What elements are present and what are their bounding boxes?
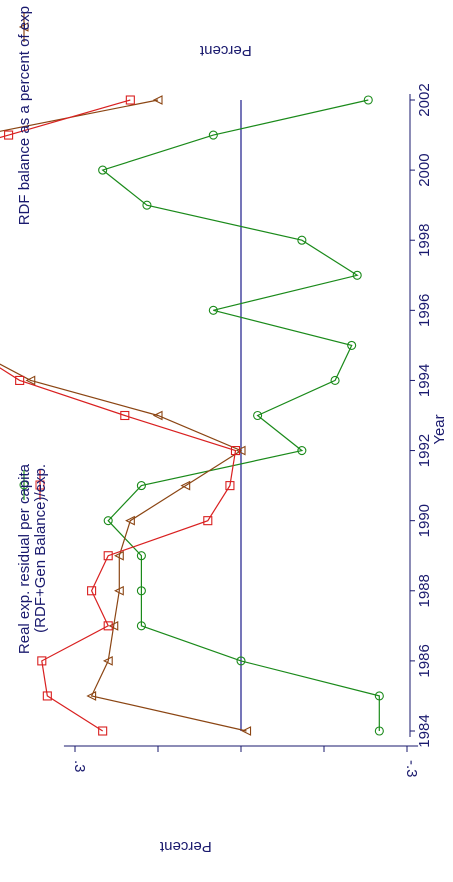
series-point (103, 516, 113, 526)
series-line-2 (0, 99, 237, 732)
axes: .3 -.3 1984 1986 1988 1990 1992 1994 1996 1998 200… (63, 83, 448, 778)
series-point (25, 375, 36, 386)
value-tick-label: .3 (71, 760, 88, 773)
series-point (120, 410, 130, 421)
legend-label: RDF balance as a percent of exp (16, 6, 33, 225)
year-tick-label: 1990 (416, 504, 433, 537)
series-point (363, 95, 373, 105)
plot-area (0, 95, 384, 736)
year-tick-label: 1992 (416, 434, 433, 467)
legend: Real exp. residual per capita (RDF+Gen Ba… (16, 6, 49, 654)
legend-entry: (RDF+Gen Balance)/exp. (32, 464, 49, 633)
year-tick-label: 1984 (416, 714, 433, 747)
series-point (208, 130, 218, 140)
series-point (15, 375, 25, 385)
series-point (208, 305, 218, 315)
x-axis-title: Year (431, 414, 448, 444)
y-axis-label-left: Percent (160, 838, 212, 855)
series-point (241, 726, 252, 736)
legend-label: Real exp. residual per capita (16, 463, 33, 654)
series-point (253, 410, 263, 421)
series-point (136, 621, 146, 631)
series-point (235, 445, 246, 456)
series-point (136, 586, 146, 596)
year-tick-label: 1994 (416, 364, 433, 397)
series-point (98, 726, 108, 736)
series-line-1 (0, 99, 247, 732)
series-point (374, 691, 384, 701)
year-tick-label: 2002 (416, 83, 433, 116)
series-point (297, 446, 307, 456)
series-point (125, 515, 135, 526)
series-point (114, 550, 124, 561)
legend-label: (RDF+Gen Balance)/exp. (32, 464, 49, 633)
legend-entry: Real exp. residual per capita (16, 463, 33, 654)
series-point (102, 655, 113, 666)
series-point (230, 446, 241, 456)
series-point (125, 95, 135, 105)
series-point (103, 621, 113, 631)
series-point (108, 620, 119, 631)
series-point (152, 95, 163, 105)
series-point (180, 480, 191, 491)
legend-marker (35, 480, 45, 490)
series-point (87, 586, 97, 596)
series-point (136, 551, 146, 561)
series-point (374, 726, 384, 736)
y-axis-label-right: Percent (200, 42, 252, 59)
series-point (142, 200, 152, 210)
year-tick-label: 2000 (416, 153, 433, 186)
series-point (203, 516, 213, 526)
year-tick-label: 1986 (416, 644, 433, 677)
legend-marker (19, 480, 29, 490)
year-tick-label: 1996 (416, 294, 433, 327)
series-point (136, 481, 146, 491)
year-tick-label: 1998 (416, 224, 433, 257)
series-point (225, 481, 235, 491)
series-point (4, 130, 14, 140)
series-point (98, 165, 108, 175)
series-point (86, 691, 97, 701)
series-point (152, 410, 163, 421)
series-point (114, 585, 124, 596)
series-point (236, 656, 246, 666)
series-point (352, 270, 362, 280)
series-point (103, 551, 113, 561)
legend-marker (18, 22, 29, 32)
series-point (297, 235, 307, 245)
series-point (347, 340, 357, 350)
year-tick-label: 1988 (416, 574, 433, 607)
legend-entry: RDF balance as a percent of exp (16, 6, 33, 225)
value-tick-label: -.3 (403, 760, 420, 778)
series-point (37, 656, 47, 666)
series-line-0 (101, 99, 380, 731)
series-point (42, 691, 52, 701)
series-point (330, 375, 340, 385)
